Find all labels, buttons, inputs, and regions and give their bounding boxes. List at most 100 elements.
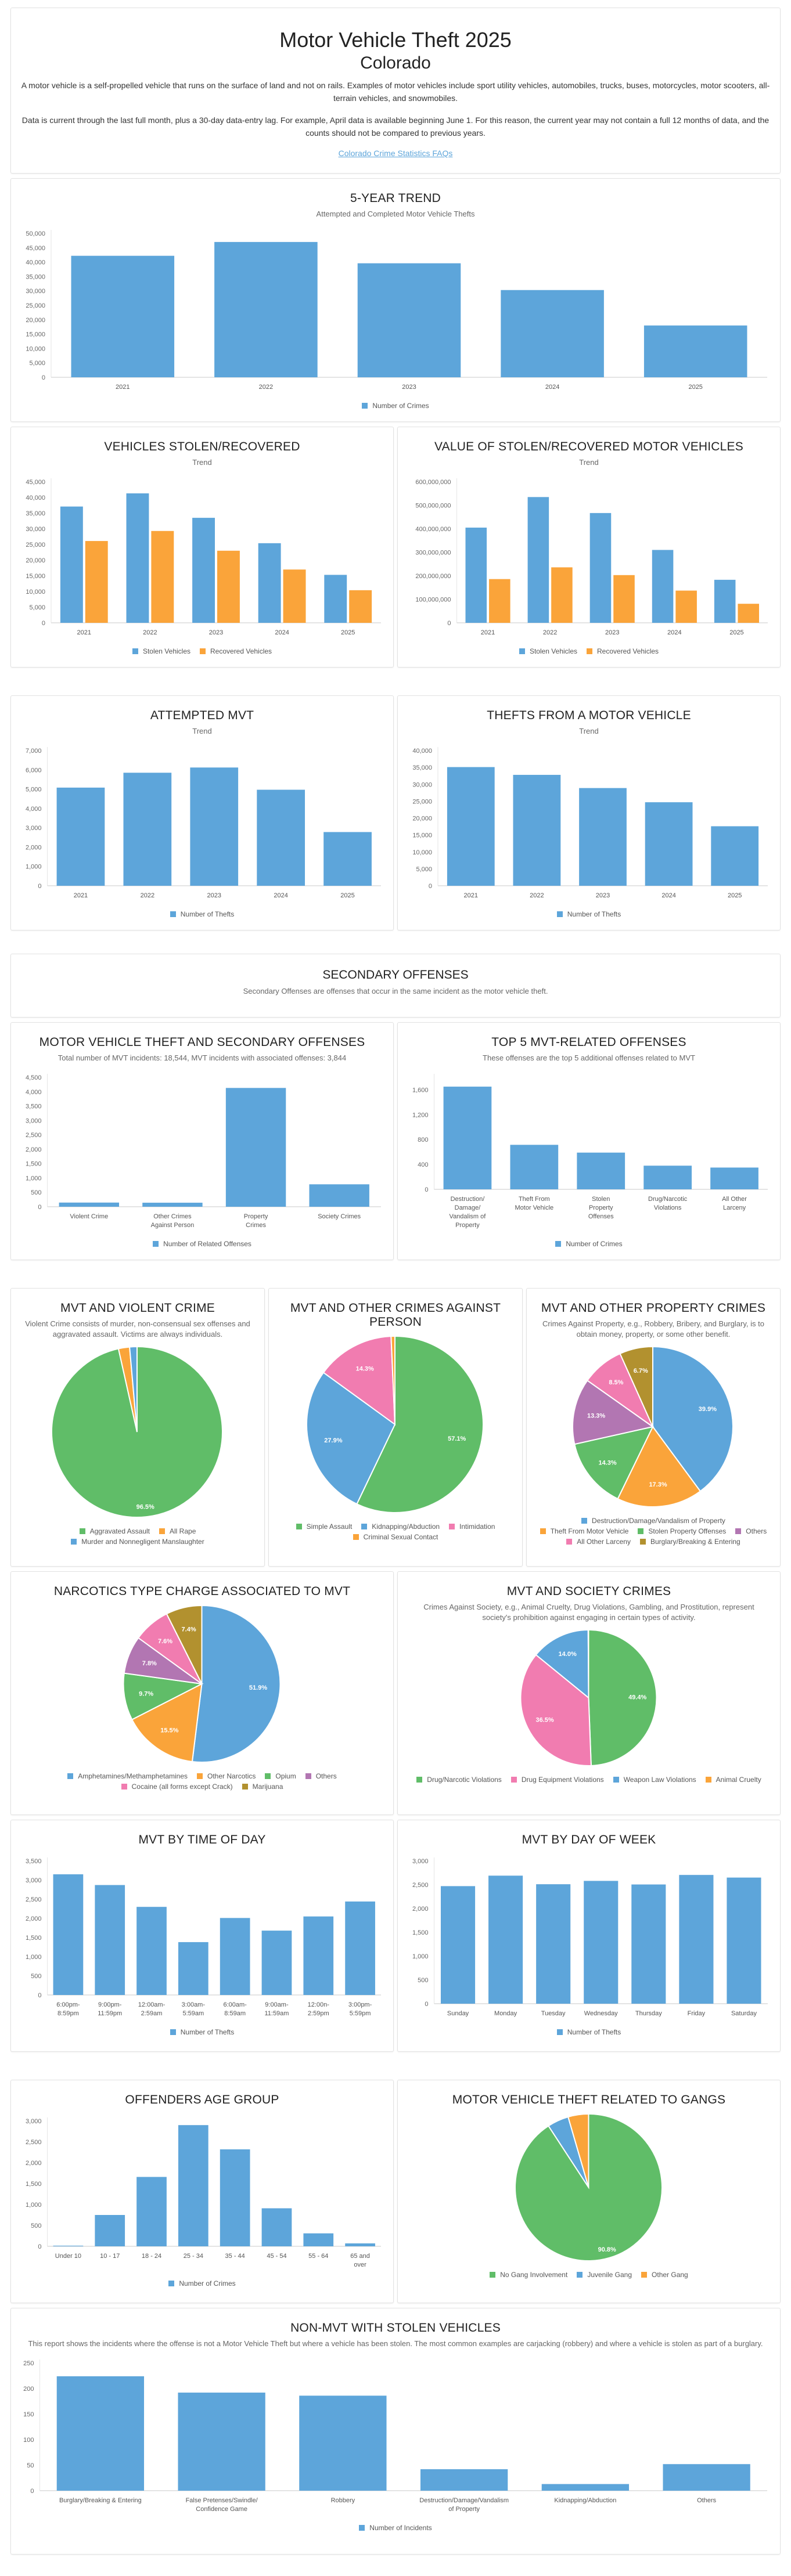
bar[interactable] [217, 550, 240, 623]
bar[interactable] [584, 1881, 619, 2004]
bar[interactable] [589, 513, 612, 623]
legend-item[interactable]: Others [305, 1772, 337, 1780]
bar[interactable] [309, 1184, 369, 1207]
bar[interactable] [579, 788, 627, 886]
legend-item[interactable]: Animal Cruelty [705, 1776, 761, 1784]
legend-item[interactable]: Aggravated Assault [79, 1527, 150, 1535]
bar[interactable] [190, 767, 239, 886]
bar[interactable] [527, 497, 549, 623]
bar[interactable] [643, 325, 747, 377]
legend-item[interactable]: Intimidation [449, 1522, 495, 1531]
bar[interactable] [299, 2395, 387, 2491]
bar[interactable] [710, 1167, 758, 1189]
pie-slice[interactable] [617, 1426, 702, 1507]
bar[interactable] [675, 590, 697, 623]
pie-slice[interactable] [306, 1372, 396, 1505]
pie-slice[interactable] [520, 1654, 592, 1766]
bar[interactable] [536, 1884, 571, 2004]
bar[interactable] [711, 826, 759, 886]
legend-item[interactable]: Murder and Nonnegligent Manslaughter [71, 1538, 204, 1546]
pie-slice[interactable] [123, 1672, 204, 1720]
pie-slice[interactable] [619, 1345, 653, 1427]
legend-item[interactable]: Burglary/Breaking & Entering [639, 1538, 740, 1546]
bar[interactable] [261, 1931, 292, 1995]
pie-slice[interactable] [191, 1604, 281, 1763]
bar[interactable] [447, 767, 495, 886]
bar[interactable] [123, 773, 172, 886]
pie-slice[interactable] [652, 1345, 734, 1492]
bar[interactable] [489, 579, 510, 623]
bar[interactable] [714, 579, 736, 623]
bar[interactable] [551, 567, 573, 623]
bar[interactable] [71, 255, 175, 377]
bar[interactable] [178, 2125, 208, 2246]
legend-item[interactable]: No Gang Involvement [490, 2271, 567, 2279]
legend-item[interactable]: Number of Thefts [556, 910, 621, 918]
bar[interactable] [303, 1916, 334, 1995]
bar[interactable] [345, 1901, 375, 1995]
legend-item[interactable]: Theft From Motor Vehicle [540, 1527, 628, 1535]
pie-slice[interactable] [567, 2113, 589, 2188]
legend-item[interactable]: Criminal Sexual Contact [353, 1533, 438, 1541]
bar[interactable] [225, 1088, 286, 1207]
bar[interactable] [261, 2208, 292, 2246]
legend-item[interactable]: Number of Thefts [556, 2028, 621, 2036]
bar[interactable] [178, 2393, 265, 2491]
bar[interactable] [283, 569, 306, 623]
bar[interactable] [652, 550, 674, 623]
bar[interactable] [679, 1875, 714, 2004]
bar[interactable] [541, 2484, 630, 2491]
bar[interactable] [643, 1166, 692, 1189]
pie-slice[interactable] [588, 1629, 657, 1766]
bar[interactable] [56, 2376, 145, 2491]
bar[interactable] [324, 575, 347, 623]
bar[interactable] [151, 531, 174, 623]
bar[interactable] [613, 575, 635, 623]
bar[interactable] [727, 1877, 761, 2004]
pie-slice[interactable] [535, 1629, 589, 1700]
legend-item[interactable]: Other Gang [641, 2271, 688, 2279]
legend-item[interactable]: Simple Assault [296, 1522, 352, 1531]
bar[interactable] [420, 2469, 508, 2491]
pie-slice[interactable] [166, 1604, 203, 1684]
bar[interactable] [142, 1203, 203, 1207]
bar[interactable] [257, 789, 305, 886]
bar[interactable] [440, 1886, 476, 2004]
bar[interactable] [510, 1145, 559, 1189]
bar[interactable] [214, 241, 318, 377]
legend-item[interactable]: Drug Equipment Violations [510, 1776, 604, 1784]
bar[interactable] [56, 787, 105, 886]
bar[interactable] [126, 493, 149, 623]
bar[interactable] [631, 1884, 666, 2004]
legend-item[interactable]: Stolen Vehicles [519, 647, 577, 655]
legend-item[interactable]: Number of Crimes [362, 402, 429, 410]
bar[interactable] [513, 774, 561, 886]
bar[interactable] [349, 590, 372, 623]
bar[interactable] [488, 1875, 523, 2004]
bar[interactable] [53, 1874, 84, 1995]
bar[interactable] [443, 1087, 492, 1189]
legend-item[interactable]: Number of Thefts [170, 2028, 234, 2036]
bar[interactable] [95, 1885, 125, 1995]
bar[interactable] [85, 541, 108, 623]
legend-item[interactable]: Number of Thefts [170, 910, 234, 918]
legend-item[interactable]: Other Narcotics [197, 1772, 256, 1780]
bar[interactable] [258, 543, 281, 623]
pie-slice[interactable] [356, 1335, 484, 1513]
legend-item[interactable]: Stolen Vehicles [132, 647, 190, 655]
bar[interactable] [178, 1942, 208, 1995]
bar[interactable] [59, 1202, 120, 1207]
pie-slice[interactable] [574, 1426, 654, 1500]
pie-slice[interactable] [587, 1629, 589, 1698]
legend-item[interactable]: Stolen Property Offenses [638, 1527, 726, 1535]
legend-item[interactable]: Number of Incidents [359, 2524, 432, 2532]
faq-link[interactable]: Colorado Crime Statistics FAQs [338, 149, 453, 158]
bar[interactable] [136, 2177, 167, 2246]
pie-slice[interactable] [390, 1335, 396, 1425]
bar[interactable] [501, 290, 604, 377]
bar[interactable] [465, 527, 487, 623]
bar[interactable] [323, 832, 372, 886]
bar[interactable] [95, 2215, 125, 2246]
pie-slice[interactable] [129, 1345, 138, 1433]
legend-item[interactable]: Juvenile Gang [577, 2271, 632, 2279]
